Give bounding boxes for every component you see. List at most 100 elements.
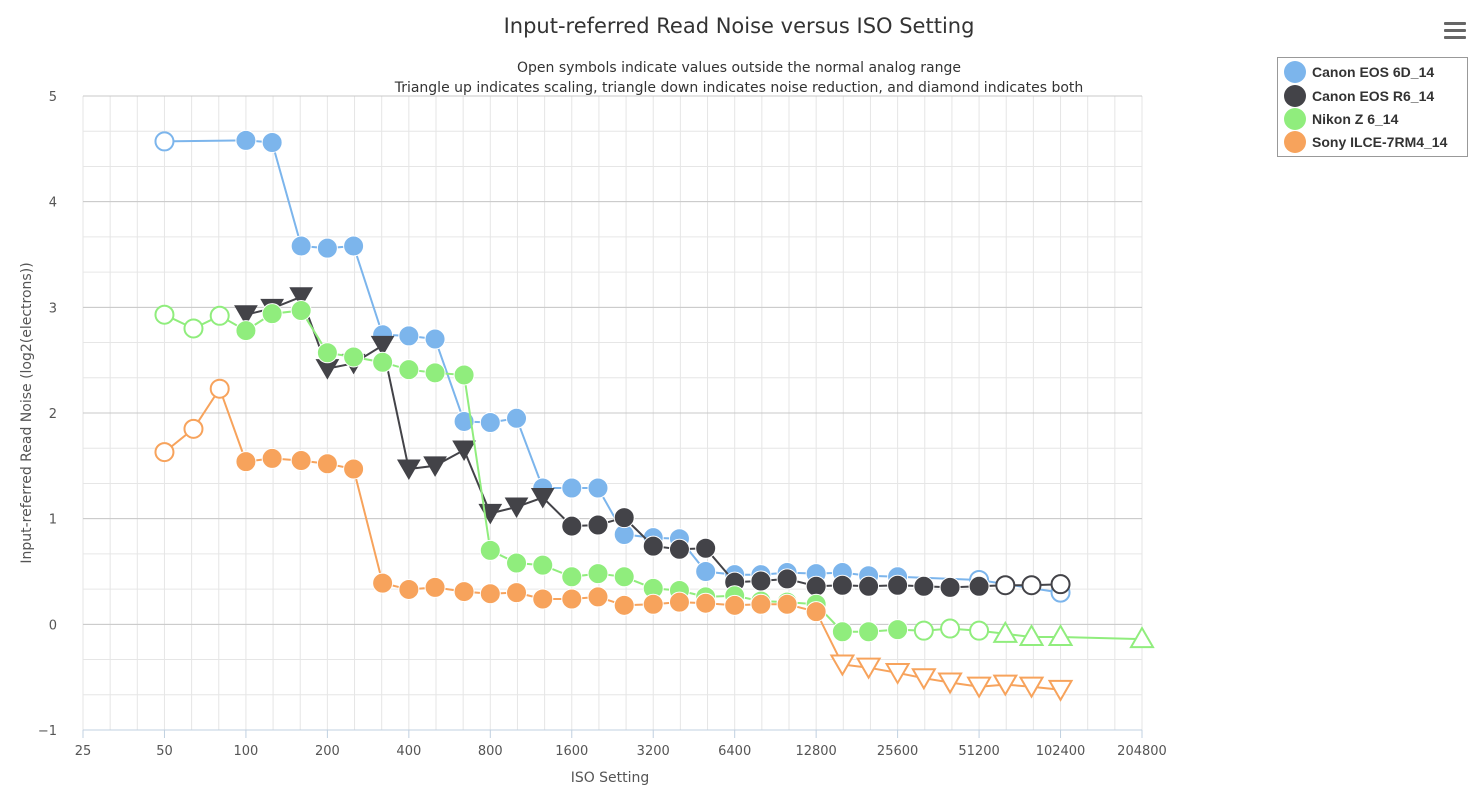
data-point[interactable] bbox=[290, 235, 312, 257]
data-point[interactable] bbox=[479, 539, 501, 561]
data-point[interactable] bbox=[695, 561, 717, 582]
data-point-triangle-up[interactable] bbox=[1129, 626, 1155, 649]
data-point[interactable] bbox=[209, 378, 230, 399]
data-point[interactable] bbox=[561, 515, 583, 537]
data-point[interactable] bbox=[183, 418, 204, 439]
data-point[interactable] bbox=[668, 591, 690, 613]
data-point[interactable] bbox=[724, 594, 746, 616]
data-point[interactable] bbox=[587, 563, 609, 585]
data-point-triangle-down[interactable] bbox=[829, 654, 856, 677]
data-point[interactable] bbox=[1050, 574, 1071, 595]
data-point-triangle-down[interactable] bbox=[396, 459, 421, 481]
data-point[interactable] bbox=[154, 304, 175, 325]
data-point[interactable] bbox=[587, 586, 609, 608]
legend-item-canon-6d[interactable]: Canon EOS 6D_14 bbox=[1284, 60, 1434, 84]
data-point[interactable] bbox=[154, 131, 175, 152]
data-point[interactable] bbox=[858, 621, 880, 643]
data-point[interactable] bbox=[587, 514, 609, 536]
data-point[interactable] bbox=[968, 575, 990, 597]
data-point[interactable] bbox=[587, 477, 609, 499]
data-point[interactable] bbox=[613, 507, 635, 529]
data-point[interactable] bbox=[398, 578, 420, 600]
data-point[interactable] bbox=[776, 568, 798, 590]
data-point[interactable] bbox=[995, 575, 1016, 596]
data-point[interactable] bbox=[316, 342, 338, 364]
data-point[interactable] bbox=[261, 131, 283, 153]
data-point[interactable] bbox=[642, 535, 664, 557]
data-point-triangle-up[interactable] bbox=[1047, 624, 1074, 647]
data-point[interactable] bbox=[668, 538, 690, 560]
data-point-triangle-down[interactable] bbox=[966, 676, 992, 699]
data-point-triangle-down[interactable] bbox=[1018, 676, 1045, 699]
data-point[interactable] bbox=[316, 453, 338, 475]
data-point[interactable] bbox=[940, 618, 961, 639]
data-point[interactable] bbox=[398, 359, 420, 381]
data-point[interactable] bbox=[506, 407, 528, 429]
data-point[interactable] bbox=[372, 572, 394, 594]
legend-item-canon-r6[interactable]: Canon EOS R6_14 bbox=[1284, 84, 1434, 108]
data-point[interactable] bbox=[424, 328, 446, 350]
data-point[interactable] bbox=[290, 300, 312, 322]
data-point-triangle-down[interactable] bbox=[855, 657, 882, 680]
data-point[interactable] bbox=[532, 554, 554, 576]
data-point[interactable] bbox=[424, 576, 446, 598]
data-point[interactable] bbox=[831, 574, 853, 596]
data-point-triangle-down[interactable] bbox=[530, 488, 555, 509]
data-point[interactable] bbox=[235, 451, 257, 473]
data-point[interactable] bbox=[532, 588, 554, 610]
data-point[interactable] bbox=[913, 575, 935, 597]
data-point[interactable] bbox=[290, 450, 312, 472]
data-point[interactable] bbox=[343, 346, 365, 368]
data-point[interactable] bbox=[398, 325, 420, 347]
data-point-triangle-down[interactable] bbox=[423, 456, 447, 477]
data-point-triangle-down[interactable] bbox=[1047, 679, 1074, 702]
data-point[interactable] bbox=[805, 575, 827, 597]
data-point[interactable] bbox=[750, 593, 772, 615]
data-point-triangle-down[interactable] bbox=[937, 672, 963, 695]
data-point[interactable] bbox=[343, 235, 365, 257]
data-point[interactable] bbox=[453, 410, 475, 432]
data-point-triangle-down[interactable] bbox=[478, 503, 503, 525]
data-point-triangle-down[interactable] bbox=[289, 287, 314, 308]
hamburger-menu-icon[interactable] bbox=[1444, 22, 1466, 42]
data-point[interactable] bbox=[561, 588, 583, 610]
data-point-triangle-down[interactable] bbox=[452, 440, 476, 461]
legend-item-sony-a7rm4[interactable]: Sony ILCE-7RM4_14 bbox=[1284, 130, 1447, 154]
data-point[interactable] bbox=[479, 412, 501, 434]
data-point[interactable] bbox=[561, 477, 583, 499]
data-point[interactable] bbox=[805, 601, 827, 623]
data-point[interactable] bbox=[209, 305, 230, 326]
data-point[interactable] bbox=[561, 566, 583, 588]
data-point[interactable] bbox=[913, 620, 934, 641]
data-point[interactable] bbox=[261, 303, 283, 325]
data-point[interactable] bbox=[424, 362, 446, 384]
data-point[interactable] bbox=[613, 594, 635, 616]
data-point[interactable] bbox=[343, 458, 365, 480]
data-point[interactable] bbox=[506, 582, 528, 604]
data-point-triangle-down[interactable] bbox=[234, 305, 258, 326]
data-point-triangle-up[interactable] bbox=[1018, 624, 1045, 647]
data-point[interactable] bbox=[613, 566, 635, 588]
data-point-triangle-down[interactable] bbox=[911, 668, 937, 691]
data-point[interactable] bbox=[939, 576, 961, 598]
data-point[interactable] bbox=[887, 574, 909, 596]
data-point[interactable] bbox=[831, 621, 853, 643]
data-point[interactable] bbox=[750, 570, 772, 592]
data-point[interactable] bbox=[183, 318, 204, 339]
data-point[interactable] bbox=[776, 593, 798, 615]
data-point[interactable] bbox=[969, 620, 990, 641]
data-point[interactable] bbox=[1021, 575, 1042, 596]
data-point[interactable] bbox=[261, 447, 283, 469]
legend-item-nikon-z6[interactable]: Nikon Z 6_14 bbox=[1284, 107, 1398, 131]
data-point-triangle-down[interactable] bbox=[370, 335, 395, 357]
data-point[interactable] bbox=[887, 619, 909, 641]
data-point[interactable] bbox=[695, 537, 717, 559]
data-point[interactable] bbox=[154, 442, 175, 463]
data-point[interactable] bbox=[506, 552, 528, 574]
data-point-triangle-down[interactable] bbox=[504, 497, 529, 519]
data-point[interactable] bbox=[479, 583, 501, 605]
data-point[interactable] bbox=[858, 575, 880, 597]
data-point-triangle-down[interactable] bbox=[884, 662, 911, 685]
data-point[interactable] bbox=[372, 351, 394, 373]
data-point[interactable] bbox=[453, 364, 475, 386]
